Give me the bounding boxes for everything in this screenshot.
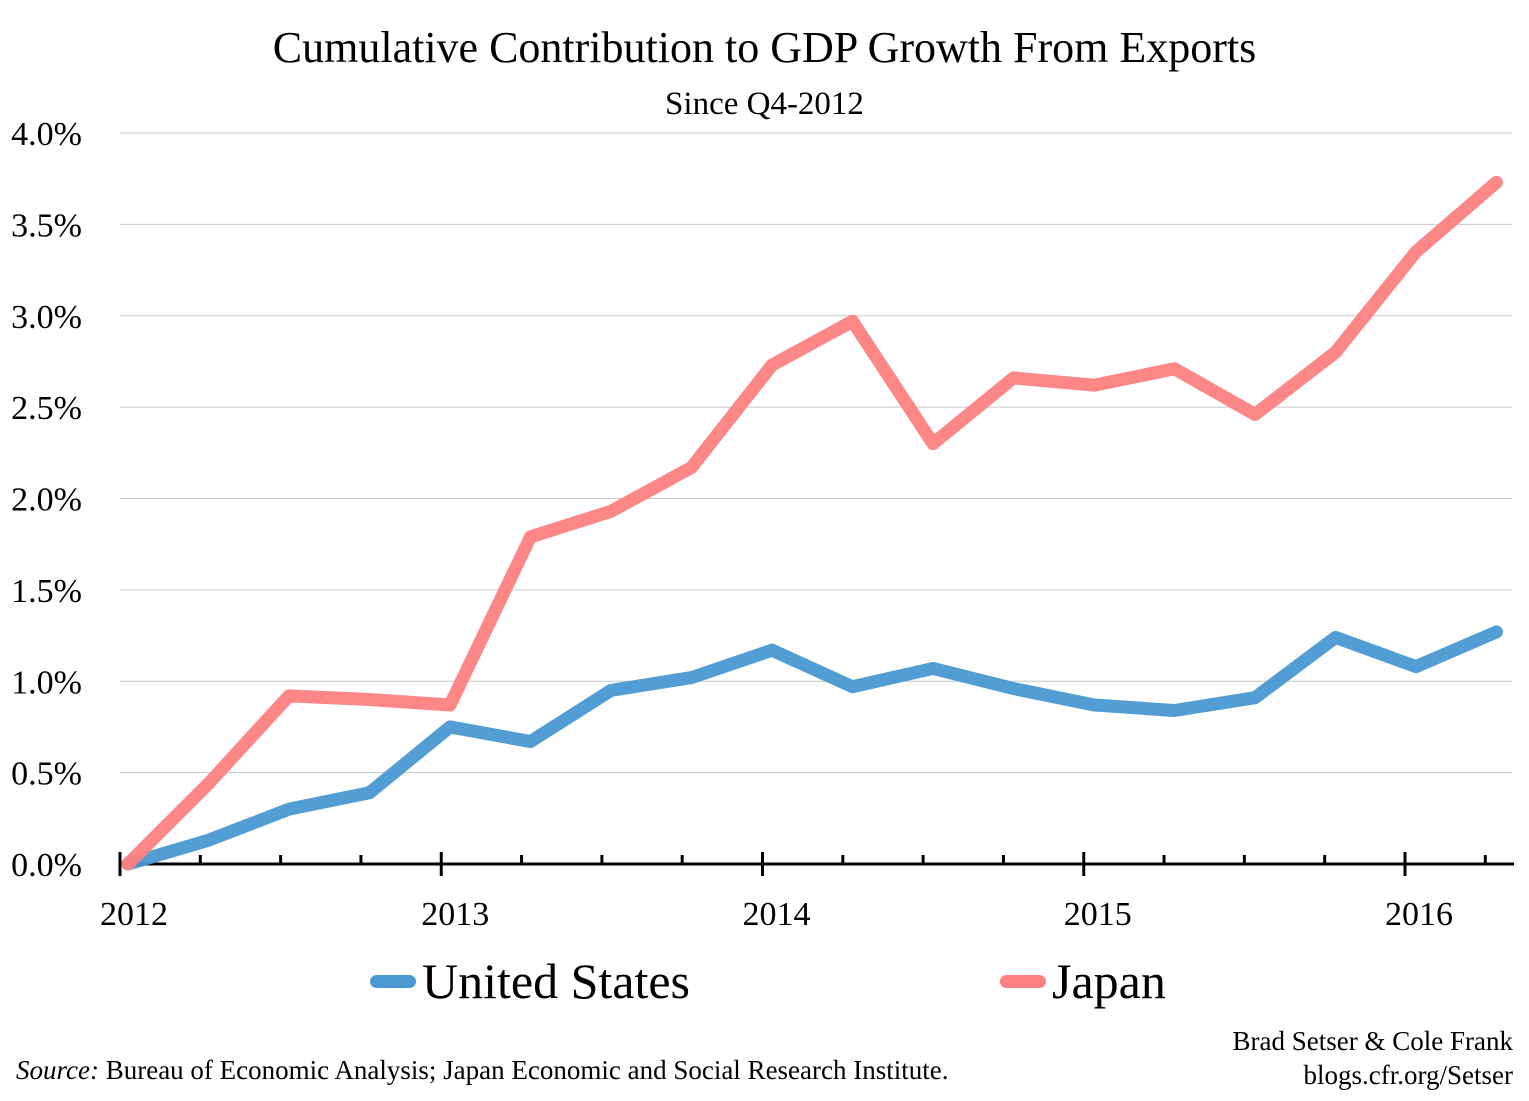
chart-subtitle: Since Q4-2012 [665,86,864,122]
x-tick-label: 2013 [421,896,489,933]
x-tick-label: 2015 [1064,896,1132,933]
legend-swatch-united-states [370,974,416,988]
series-line-united-states [121,625,1503,871]
legend-item-japan: Japan [1000,952,1166,1010]
x-tick-label: 2012 [100,896,168,933]
legend-label-united-states: United States [422,953,691,1009]
source-label: Source: [16,1055,99,1085]
y-tick-label: 3.5% [11,207,82,244]
source-note: Source: Bureau of Economic Analysis; Jap… [16,1055,949,1086]
y-tick-label: 2.0% [11,482,82,519]
credit-url: blogs.cfr.org/Setser [1303,1060,1513,1090]
y-tick-label: 0.5% [11,756,82,793]
y-tick-label: 1.5% [11,573,82,610]
credit-authors: Brad Setser & Cole Frank [1232,1026,1513,1056]
legend-item-united-states: United States [370,952,690,1010]
legend-swatch-japan [1000,974,1046,988]
chart-title: Cumulative Contribution to GDP Growth Fr… [272,23,1257,72]
legend-label-japan: Japan [1052,953,1166,1009]
y-tick-label: 3.0% [11,299,82,336]
y-tick-label: 0.0% [11,847,82,884]
x-tick-label: 2014 [743,896,811,933]
series-line-japan [121,175,1503,871]
credit: Brad Setser & Cole Frank blogs.cfr.org/S… [1233,1024,1513,1092]
x-tick-label: 2016 [1385,896,1453,933]
y-tick-label: 1.0% [11,664,82,701]
source-text: Bureau of Economic Analysis; Japan Econo… [98,1055,949,1085]
y-tick-label: 4.0% [11,116,82,153]
y-tick-label: 2.5% [11,390,82,427]
